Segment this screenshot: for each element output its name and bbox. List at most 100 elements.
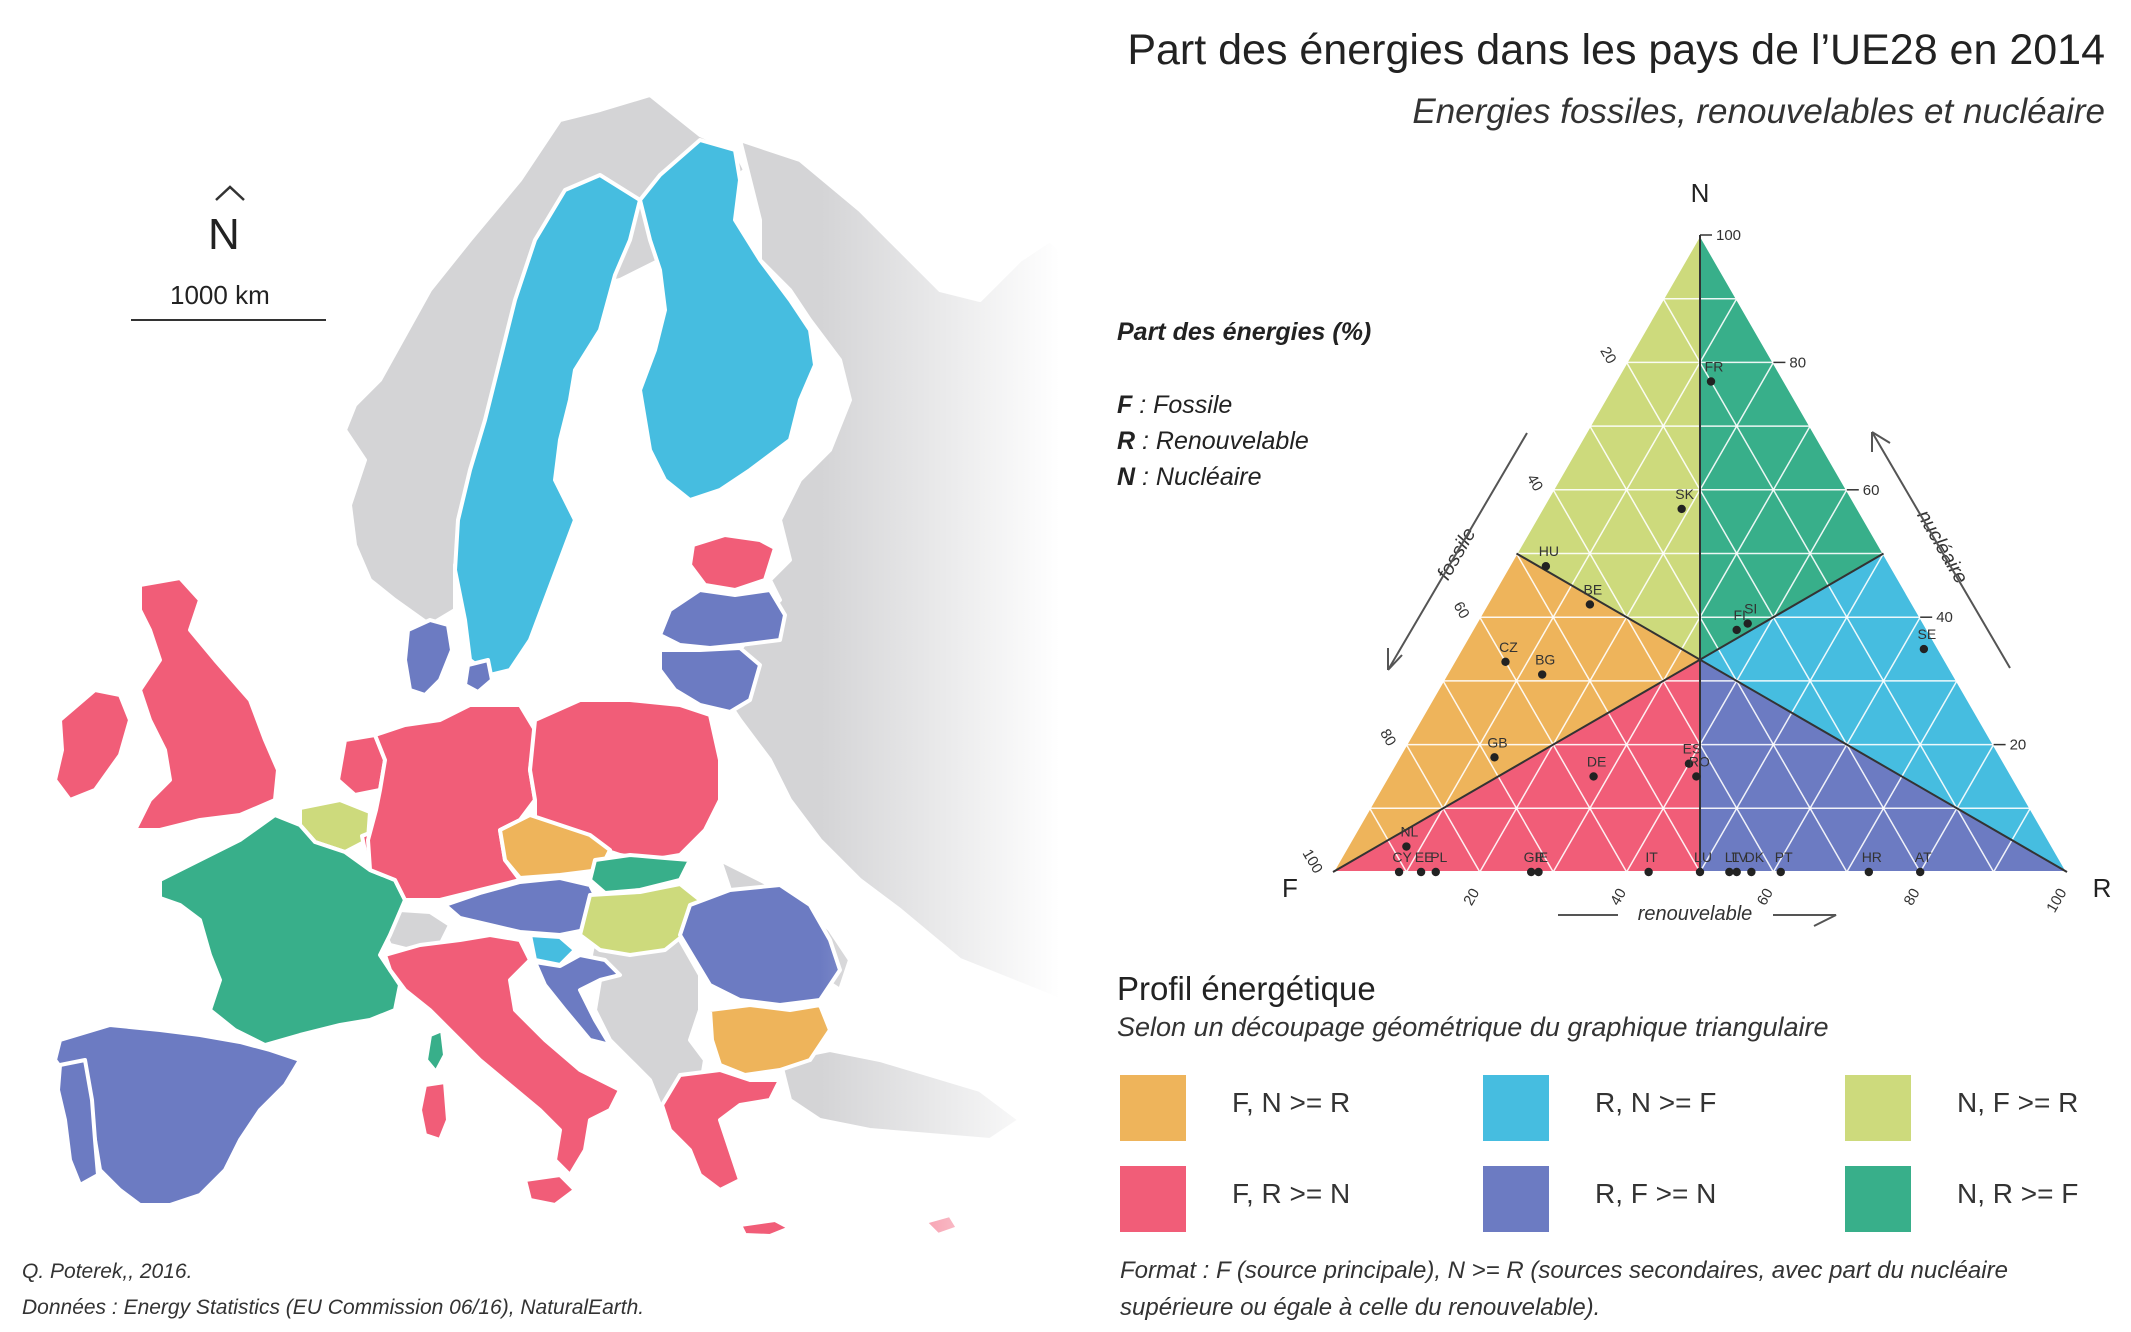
- point-label-ie: IE: [1535, 849, 1548, 865]
- swatch-label-n-r-f: N, R >= F: [1957, 1178, 2079, 1209]
- map-fade: [820, 0, 1060, 1332]
- map-slovakia: [588, 853, 692, 895]
- point-label-sk: SK: [1675, 486, 1694, 502]
- point-label-si: SI: [1744, 601, 1757, 617]
- north-label: N: [208, 210, 240, 259]
- point-label-se: SE: [1918, 626, 1937, 642]
- map-crete: [738, 1218, 792, 1238]
- tick-fossile: 20: [1596, 344, 1619, 367]
- point-label-be: BE: [1584, 581, 1603, 597]
- point-label-cz: CZ: [1499, 639, 1518, 655]
- profil-subtitle: Selon un découpage géométrique du graphi…: [1117, 1012, 1829, 1042]
- point-cy: [1394, 867, 1404, 877]
- map-latvia: [658, 588, 787, 650]
- point-label-fi: FI: [1733, 607, 1745, 623]
- map-croatia: [533, 953, 622, 1047]
- page-title: Part des énergies dans les pays de l’UE2…: [1127, 26, 2105, 74]
- tick-nucleaire: 60: [1863, 482, 1880, 499]
- point-at: [1916, 867, 1925, 877]
- tick-nucleaire: 20: [2010, 737, 2027, 754]
- point-lv: [1732, 867, 1741, 877]
- swatch-label-n-f-r: N, F >= R: [1957, 1087, 2079, 1118]
- legend-item-renouvelable: R : Renouvelable: [1117, 427, 1309, 455]
- point-label-nl: NL: [1400, 824, 1418, 840]
- map-slovenia: [528, 933, 577, 967]
- point-label-es: ES: [1683, 741, 1702, 757]
- map-denmark-island: [463, 658, 494, 694]
- point-label-pt: PT: [1775, 849, 1793, 865]
- point-label-hr: HR: [1862, 849, 1882, 865]
- eu-countries: [53, 138, 960, 1238]
- point-label-ee: EE: [1415, 849, 1434, 865]
- point-label-gb: GB: [1487, 734, 1507, 750]
- map-portugal: [56, 1058, 100, 1187]
- point-hu: [1541, 562, 1551, 571]
- format-note: Format : F (source principale), N >= R (…: [1120, 1257, 2008, 1321]
- north-arrow-icon: [214, 184, 246, 207]
- point-label-lv: LV: [1732, 849, 1749, 865]
- point-label-de: DE: [1587, 753, 1606, 769]
- map-corsica: [424, 1028, 447, 1074]
- point-dk: [1747, 867, 1756, 877]
- point-lt: [1725, 867, 1734, 877]
- point-hr: [1864, 867, 1874, 877]
- tick-fossile: 100: [1299, 846, 1326, 876]
- tick-renouvelable: 60: [1754, 886, 1777, 909]
- tick-fossile: 60: [1450, 599, 1473, 622]
- point-nl: [1402, 842, 1411, 851]
- map-sardinia: [418, 1080, 450, 1142]
- scale-label: 1000 km: [170, 280, 270, 310]
- map-greece: [660, 1068, 782, 1192]
- tick-fossile: 40: [1523, 471, 1546, 494]
- point-gr: [1526, 867, 1536, 877]
- europe-map: [53, 0, 1060, 1332]
- swatch-n-r-f: [1845, 1166, 1911, 1232]
- tick-renouvelable: 20: [1460, 886, 1483, 909]
- arrow-renouvelable-icon: [1773, 914, 1837, 927]
- swatch-n-f-r: [1845, 1075, 1911, 1141]
- map-uk: [133, 576, 280, 832]
- swatch-label-r-n-f: R, N >= F: [1595, 1087, 1717, 1118]
- swatch-f-n-r: [1120, 1075, 1186, 1141]
- point-se: [1919, 644, 1929, 654]
- axis-name-renouvelable: renouvelable: [1638, 903, 1753, 925]
- swatch-r-f-n: [1483, 1166, 1549, 1232]
- point-sk: [1677, 504, 1686, 514]
- legend-item-fossile: F : Fossile: [1117, 391, 1233, 419]
- point-label-hu: HU: [1539, 543, 1559, 559]
- divider-line: [1332, 552, 1885, 873]
- point-it: [1644, 867, 1653, 877]
- swatch-label-r-f-n: R, F >= N: [1595, 1178, 1717, 1209]
- tick-renouvelable: 80: [1901, 886, 1924, 909]
- point-ee: [1416, 867, 1426, 877]
- map-estonia: [688, 533, 777, 592]
- tick-nucleaire: 80: [1789, 354, 1806, 371]
- credit-sources: Données : Energy Statistics (EU Commissi…: [22, 1296, 645, 1319]
- divider-line: [1515, 552, 2068, 873]
- tick-renouvelable: 100: [2043, 886, 2070, 916]
- point-pt: [1776, 867, 1785, 877]
- point-label-pl: PL: [1430, 849, 1447, 865]
- region-f-n-r: [1333, 553, 1700, 872]
- tick-fossile: 80: [1376, 726, 1399, 749]
- map-bulgaria: [708, 1003, 832, 1077]
- axis-name-nucleaire: nucléaire: [1912, 506, 1972, 587]
- vertex-label-f: F: [1282, 873, 1298, 903]
- swatch-label-f-r-n: F, R >= N: [1232, 1178, 1351, 1209]
- map-ireland: [53, 688, 132, 802]
- tick-nucleaire: 40: [1936, 609, 1953, 626]
- point-label-bg: BG: [1535, 652, 1555, 668]
- swatch-label-f-n-r: F, N >= R: [1232, 1087, 1351, 1118]
- map-denmark: [403, 618, 454, 697]
- map-hungary: [578, 882, 702, 957]
- tick-renouvelable: 40: [1607, 886, 1630, 909]
- point-gb: [1490, 753, 1499, 762]
- map-france: [158, 813, 407, 1047]
- vertex-label-r: R: [2093, 873, 2112, 903]
- arrow-nucleaire-icon: [1871, 431, 2011, 669]
- point-label-lt: LT: [1725, 849, 1741, 865]
- point-cz: [1501, 657, 1510, 666]
- map-lithuania: [658, 646, 762, 714]
